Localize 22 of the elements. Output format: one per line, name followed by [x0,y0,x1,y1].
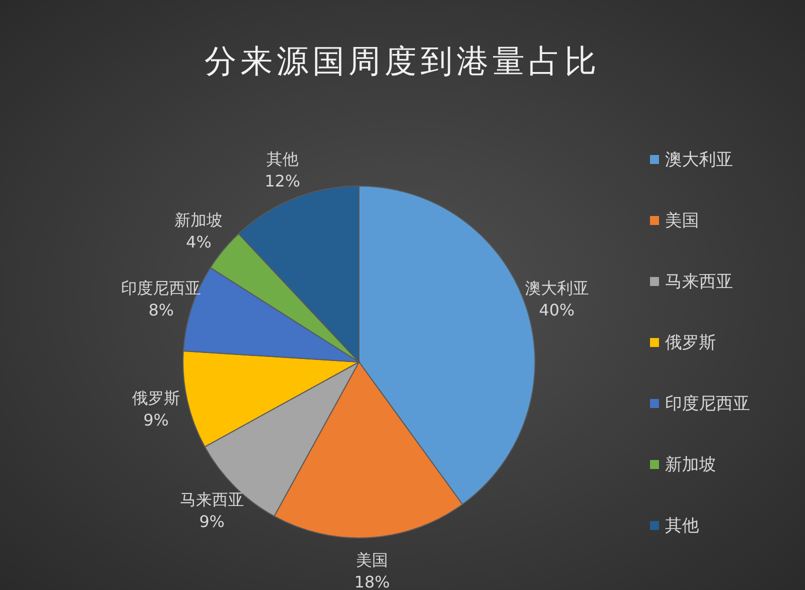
data-label: 4% [186,232,212,252]
category-label: 澳大利亚 [665,150,733,170]
slice-label: 新加坡 [174,210,223,230]
slice-label: 印度尼西亚 [121,278,202,298]
slice-label: 其他 [266,150,298,169]
legend-label: 其他 [664,515,700,537]
data-label: 12% [264,172,300,191]
data-label: 18% [354,572,390,590]
legend-label: 俄罗斯 [664,332,717,354]
legend-label: 印度尼西亚 [664,393,750,415]
legend-label: 美国 [664,210,700,232]
legend-label: 马来西亚 [664,271,734,293]
data-label: 8% [148,300,174,320]
data-label: 40% [539,300,575,320]
legend-label: 新加坡 [664,454,717,476]
slice-label: 俄罗斯 [132,388,180,408]
slice-label: 马来西亚 [180,490,244,510]
data-label: 9% [143,410,169,430]
data-label: 9% [199,512,225,532]
slice-label: 澳大利亚 [524,278,589,298]
chart-title: 分来源国周度到港量占比 [204,41,602,82]
slice-label: 美国 [356,550,388,570]
